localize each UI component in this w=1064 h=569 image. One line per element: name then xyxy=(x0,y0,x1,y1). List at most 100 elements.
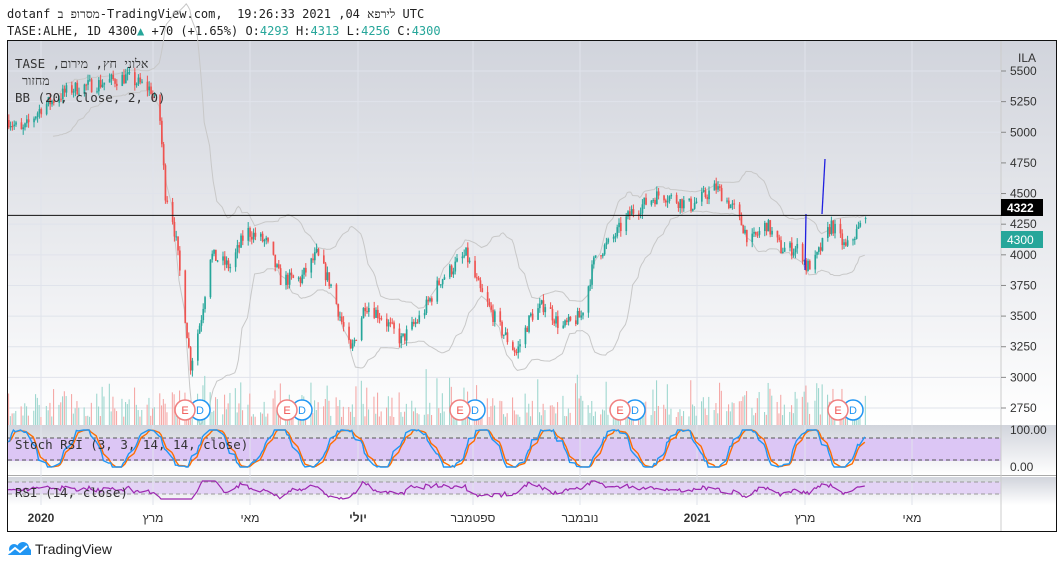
candle-body xyxy=(641,204,644,214)
symbol-label: TASE:ALHE, 1D 4300 xyxy=(7,24,138,38)
candle-body xyxy=(150,86,152,94)
candle-body xyxy=(225,260,228,265)
volume-bar xyxy=(413,411,415,425)
candle-body xyxy=(267,237,269,242)
candle-body xyxy=(731,203,734,205)
volume-bar xyxy=(681,416,683,425)
candle-body xyxy=(575,320,577,325)
volume-bar xyxy=(461,416,463,425)
volume-bar xyxy=(819,414,821,425)
volume-bar xyxy=(126,404,128,425)
earnings-marker-icon[interactable] xyxy=(276,399,298,421)
candle-body xyxy=(499,311,502,322)
candle-body xyxy=(134,72,136,86)
earnings-marker-icon[interactable] xyxy=(174,399,196,421)
candle-body xyxy=(209,259,212,298)
candle-body xyxy=(657,191,660,196)
volume-bar xyxy=(690,380,692,425)
volume-bar xyxy=(65,396,67,425)
candle-body xyxy=(728,200,730,209)
candle-body xyxy=(62,88,64,100)
candle-body xyxy=(339,316,341,318)
candle-body xyxy=(557,316,559,328)
volume-bar xyxy=(247,404,249,425)
volume-bar xyxy=(404,411,406,425)
candle-body xyxy=(566,320,568,323)
candle-body xyxy=(177,236,179,251)
volume-bar xyxy=(576,374,578,425)
earnings-marker-icon[interactable] xyxy=(827,399,849,421)
volume-bar xyxy=(274,390,276,425)
volume-bar xyxy=(125,401,127,425)
volume-bar xyxy=(719,382,721,425)
volume-bar xyxy=(123,416,125,425)
candle-body xyxy=(216,260,219,262)
candle-body xyxy=(645,197,647,205)
volume-bar xyxy=(486,398,488,425)
high-value: 4313 xyxy=(310,24,340,38)
candle-body xyxy=(553,320,556,324)
candle-body xyxy=(360,318,363,341)
earnings-marker-icon[interactable] xyxy=(609,399,631,421)
candle-body xyxy=(576,311,579,325)
volume-bar xyxy=(506,413,508,425)
candle-body xyxy=(398,328,401,344)
volume-bar xyxy=(792,413,794,425)
volume-bar xyxy=(564,415,566,425)
volume-bar xyxy=(112,396,114,425)
volume-bar xyxy=(261,413,263,425)
volume-bar xyxy=(355,386,357,425)
candle-body xyxy=(726,200,728,202)
candle-body xyxy=(35,116,37,119)
volume-bar xyxy=(780,394,782,425)
volume-bar xyxy=(765,414,767,425)
candle-body xyxy=(468,260,471,263)
earnings-marker-icon[interactable] xyxy=(449,399,471,421)
volume-bar xyxy=(40,416,42,425)
volume-bar xyxy=(594,411,596,425)
earnings-marker-label: E xyxy=(834,405,841,417)
up-arrow-icon: ▲ xyxy=(137,24,145,38)
volume-bar xyxy=(378,416,380,425)
candle-body xyxy=(279,268,282,285)
tradingview-logo[interactable]: TradingView xyxy=(6,541,112,557)
candle-body xyxy=(764,222,766,231)
volume-bar xyxy=(771,395,773,425)
volume-bar xyxy=(238,403,240,425)
candle-body xyxy=(668,196,671,202)
volume-bar xyxy=(74,408,76,425)
candle-body xyxy=(612,236,615,239)
candle-body xyxy=(832,220,835,234)
candle-body xyxy=(152,93,154,96)
volume-bar xyxy=(229,392,231,425)
candle-body xyxy=(261,233,264,242)
volume-bar xyxy=(83,407,85,425)
candle-body xyxy=(288,272,291,285)
volume-bar xyxy=(90,402,92,425)
candle-body xyxy=(708,190,710,200)
volume-bar xyxy=(425,369,427,425)
dividend-marker-label: D xyxy=(298,405,306,417)
candle-body xyxy=(314,252,316,261)
currency-label: ILA xyxy=(1018,51,1036,65)
volume-bar xyxy=(578,398,580,425)
volume-bar xyxy=(701,401,703,425)
volume-bar xyxy=(794,391,796,425)
volume-bar xyxy=(542,403,544,425)
candle-body xyxy=(652,200,655,202)
volume-bar xyxy=(567,408,569,425)
price-tick-label: 3500 xyxy=(1010,309,1037,323)
volume-bar xyxy=(213,410,215,425)
candle-body xyxy=(580,315,583,318)
volume-bar xyxy=(717,413,719,425)
candle-body xyxy=(803,260,806,262)
volume-bar xyxy=(161,405,163,425)
volume-bar xyxy=(13,413,15,425)
candle-body xyxy=(263,240,266,242)
candle-body xyxy=(537,308,539,320)
volume-bar xyxy=(429,402,431,425)
candle-body xyxy=(326,272,329,281)
volume-bar xyxy=(323,406,325,425)
chart-frame[interactable] xyxy=(7,40,1057,532)
